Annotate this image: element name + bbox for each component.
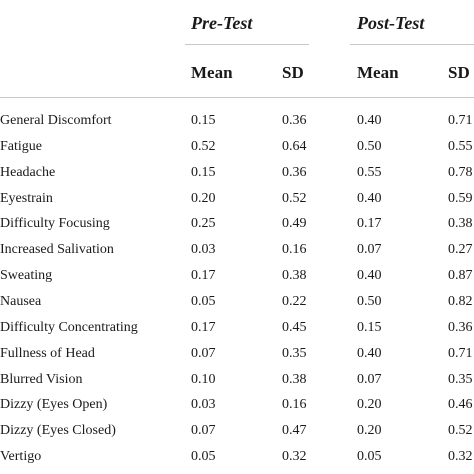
symptom-label: Fullness of Head <box>0 346 95 361</box>
post-test-mean-cell: 0.40 <box>357 268 382 283</box>
post-test-sd-cell: 0.71 <box>448 113 473 128</box>
post-test-sd-cell: 0.55 <box>448 139 473 154</box>
pre-test-mean-cell: 0.05 <box>191 294 216 309</box>
symptom-label: Fatigue <box>0 139 42 154</box>
pre-test-mean-cell: 0.07 <box>191 346 216 361</box>
symptom-label: Nausea <box>0 294 42 309</box>
post-test-sd-cell: 0.38 <box>448 216 473 231</box>
post-test-sd-cell: 0.71 <box>448 346 473 361</box>
post-test-sd-cell: 0.46 <box>448 397 473 412</box>
post-test-sd-cell: 0.82 <box>448 294 473 309</box>
pre-test-mean-cell: 0.52 <box>191 139 216 154</box>
symptom-label: Sweating <box>0 268 53 283</box>
post-test-sd-cell: 0.87 <box>448 268 473 283</box>
symptom-label: Difficulty Concentrating <box>0 320 138 335</box>
pre-test-sd-cell: 0.47 <box>282 423 307 438</box>
pre-test-mean-cell: 0.10 <box>191 372 216 387</box>
pre-test-sd-cell: 0.35 <box>282 346 307 361</box>
pre-test-sd-cell: 0.52 <box>282 191 307 206</box>
pre-test-sd-cell: 0.64 <box>282 139 307 154</box>
pre-test-sd-cell: 0.22 <box>282 294 307 309</box>
pre-test-mean-cell: 0.03 <box>191 397 216 412</box>
pre-test-sd-cell: 0.45 <box>282 320 307 335</box>
post-test-sd-header: SD <box>448 63 470 82</box>
post-test-group-header: Post-Test <box>357 13 425 33</box>
post-test-mean-cell: 0.40 <box>357 113 382 128</box>
symptom-label: Eyestrain <box>0 191 53 206</box>
post-test-mean-cell: 0.05 <box>357 449 382 464</box>
post-test-mean-cell: 0.40 <box>357 346 382 361</box>
symptom-label: Headache <box>0 165 56 180</box>
pre-test-sd-cell: 0.36 <box>282 165 307 180</box>
symptom-label: Dizzy (Eyes Open) <box>0 397 108 412</box>
post-test-mean-cell: 0.07 <box>357 242 382 257</box>
pre-test-mean-cell: 0.03 <box>191 242 216 257</box>
pre-test-sd-cell: 0.38 <box>282 268 307 283</box>
pre-test-mean-cell: 0.15 <box>191 165 216 180</box>
pre-test-sd-cell: 0.32 <box>282 449 307 464</box>
pre-test-group-rule <box>185 44 309 45</box>
post-test-sd-cell: 0.78 <box>448 165 473 180</box>
header-rule <box>0 97 474 98</box>
pre-test-mean-cell: 0.17 <box>191 320 216 335</box>
pre-test-sd-header: SD <box>282 63 304 82</box>
post-test-mean-cell: 0.20 <box>357 423 382 438</box>
post-test-sd-cell: 0.52 <box>448 423 473 438</box>
post-test-sd-cell: 0.36 <box>448 320 473 335</box>
symptom-label: Difficulty Focusing <box>0 216 110 231</box>
pre-test-sd-cell: 0.38 <box>282 372 307 387</box>
post-test-sd-cell: 0.32 <box>448 449 473 464</box>
post-test-mean-cell: 0.50 <box>357 139 382 154</box>
pre-test-mean-cell: 0.07 <box>191 423 216 438</box>
pre-test-mean-cell: 0.17 <box>191 268 216 283</box>
post-test-mean-cell: 0.40 <box>357 191 382 206</box>
pre-test-mean-cell: 0.25 <box>191 216 216 231</box>
post-test-mean-cell: 0.15 <box>357 320 382 335</box>
post-test-mean-cell: 0.50 <box>357 294 382 309</box>
post-test-mean-cell: 0.20 <box>357 397 382 412</box>
post-test-mean-header: Mean <box>357 63 399 82</box>
post-test-mean-cell: 0.55 <box>357 165 382 180</box>
pre-test-group-header: Pre-Test <box>191 13 253 33</box>
pre-test-sd-cell: 0.16 <box>282 397 307 412</box>
post-test-sd-cell: 0.27 <box>448 242 473 257</box>
pre-test-sd-cell: 0.36 <box>282 113 307 128</box>
symptom-label: Blurred Vision <box>0 372 83 387</box>
symptom-label: General Discomfort <box>0 113 112 128</box>
pre-test-sd-cell: 0.16 <box>282 242 307 257</box>
symptom-label: Vertigo <box>0 449 42 464</box>
symptom-label: Dizzy (Eyes Closed) <box>0 423 116 438</box>
pre-test-mean-cell: 0.05 <box>191 449 216 464</box>
pre-test-mean-cell: 0.20 <box>191 191 216 206</box>
pre-test-sd-cell: 0.49 <box>282 216 307 231</box>
post-test-mean-cell: 0.07 <box>357 372 382 387</box>
post-test-mean-cell: 0.17 <box>357 216 382 231</box>
symptom-label: Increased Salivation <box>0 242 114 257</box>
post-test-sd-cell: 0.35 <box>448 372 473 387</box>
post-test-group-rule <box>350 44 474 45</box>
pre-test-mean-header: Mean <box>191 63 233 82</box>
post-test-sd-cell: 0.59 <box>448 191 473 206</box>
pre-test-mean-cell: 0.15 <box>191 113 216 128</box>
